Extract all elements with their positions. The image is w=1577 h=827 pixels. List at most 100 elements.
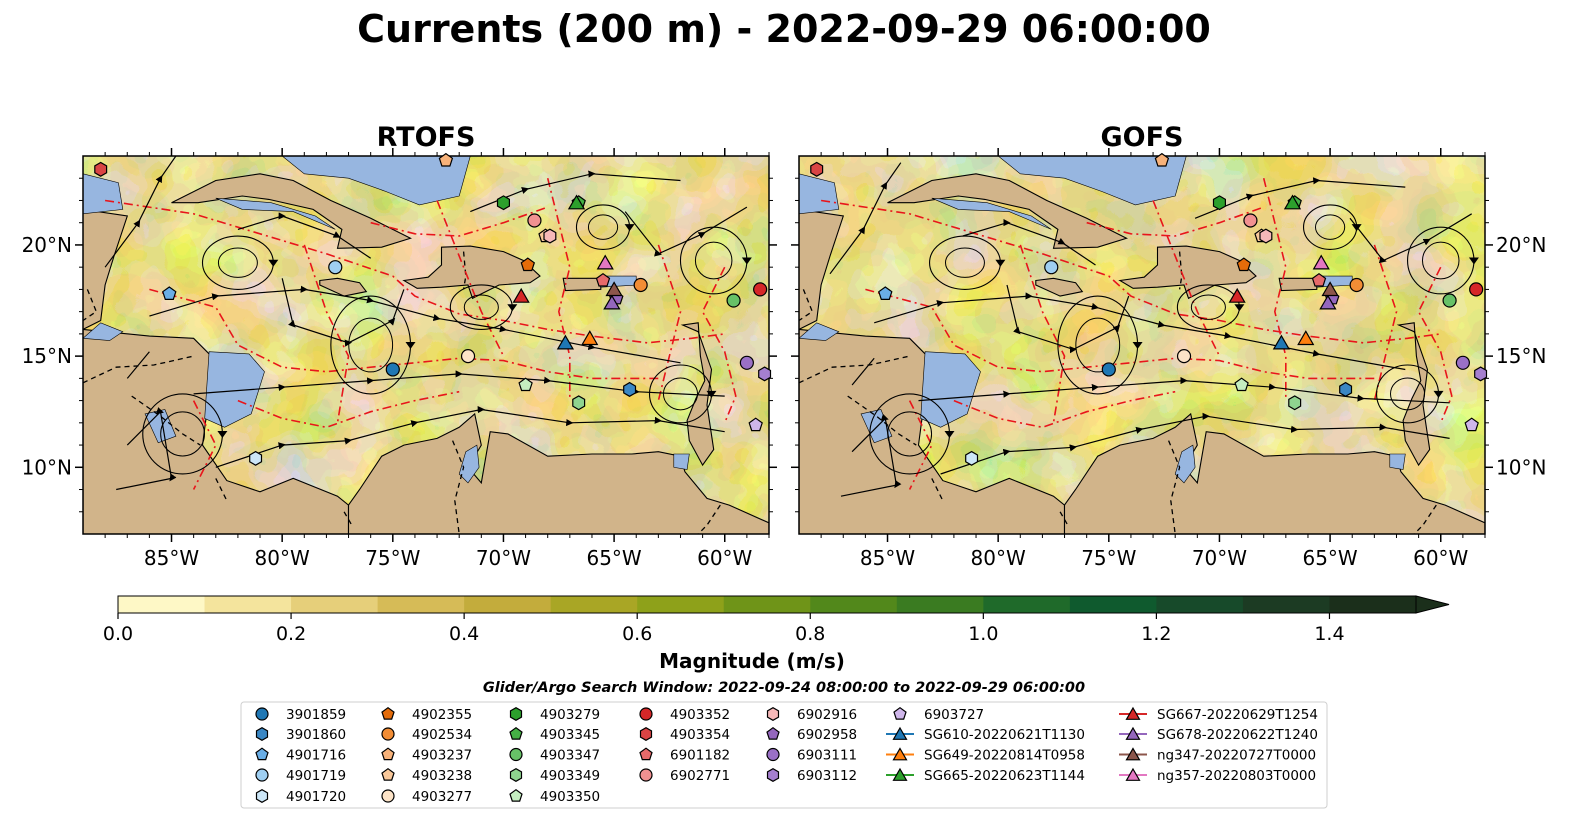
glider-marker [1272, 334, 1291, 350]
legend-entry-label: SG678-20220622T1240 [1157, 727, 1318, 743]
argo-float-marker [162, 286, 177, 300]
legend-glider-marker [1125, 747, 1141, 761]
x-tick-label: 70°W [1192, 546, 1247, 570]
x-tick-label: 85°W [144, 546, 199, 570]
country-border-line [1167, 440, 1181, 534]
y-tick-label: 20°N [22, 233, 72, 257]
legend-entry-label: 4902355 [412, 707, 472, 723]
argo-float-marker [572, 395, 586, 411]
hispaniola-land [1118, 245, 1257, 300]
colorbar-frame [117, 595, 1417, 614]
legend-entry-label: 6902958 [797, 727, 857, 743]
legend-entry-label: SG649-20220814T0958 [924, 748, 1085, 764]
streamline-arrow [507, 304, 518, 312]
lesser-antilles-land [1396, 322, 1431, 467]
argo-float-marker [878, 286, 893, 300]
legend-float-marker [381, 767, 395, 781]
colorbar-segment [1156, 596, 1244, 613]
eez-boundary-line [1086, 206, 1264, 237]
eez-boundary-line [657, 244, 682, 401]
eddy-streamline [348, 317, 394, 373]
argo-float-marker [1455, 355, 1470, 370]
legend: 3901859 3901860 4901716 4901719 4901720 49023… [255, 706, 1318, 805]
eddy-streamline [463, 294, 499, 320]
legend-glider-marker [892, 767, 908, 781]
argo-float-marker [623, 381, 637, 397]
cuba-land [887, 173, 1128, 249]
glider-marker [556, 334, 575, 350]
colorbar-segment [896, 596, 984, 613]
colorbar-tick-label: 0.6 [622, 623, 652, 645]
streamline-arrow [217, 430, 228, 438]
legend-entry-label: 6903727 [924, 707, 984, 723]
glider-marker [1228, 287, 1246, 303]
eddy-streamline [1075, 317, 1121, 373]
current-streamline [918, 377, 1450, 404]
argo-float-marker [633, 277, 648, 293]
legend-float-marker [255, 747, 269, 761]
legend-entry-label: 4903238 [412, 768, 472, 784]
colorbar-tick-label: 0.4 [449, 623, 479, 645]
legend-entry-label: 4903350 [540, 789, 600, 805]
legend-float-marker [639, 747, 653, 761]
argo-float-marker [1176, 349, 1192, 364]
gofs-panel-title: GOFS [1100, 122, 1183, 153]
streamline-arrow [268, 259, 279, 267]
legend-float-marker [639, 768, 653, 782]
argo-float-marker [1154, 152, 1170, 167]
rtofs-panel: RTOFS 85°W 80°W 75°W 70°W 65°W 60°W 10°N 15°N 20… [22, 122, 777, 570]
eddy-streamline [1421, 241, 1460, 280]
argo-float-marker [1311, 272, 1327, 287]
legend-entry-label: 6903111 [797, 748, 857, 764]
x-tick-label: 80°W [971, 546, 1026, 570]
argo-float-marker [518, 377, 533, 392]
legend-entry-label: 4903237 [412, 748, 472, 764]
colorbar-tick-label: 1.0 [968, 623, 998, 645]
legend-entry-label: SG610-20220621T1130 [924, 727, 1085, 743]
gulf-of-honduras-water [799, 322, 840, 341]
legend-float-marker [255, 768, 269, 782]
colorbar-tick-label: 1.4 [1314, 623, 1344, 645]
legend-entry-label: 3901860 [286, 727, 346, 743]
current-streamline [1349, 213, 1473, 264]
search-window-text: Glider/Argo Search Window: 2022-09-24 08… [483, 680, 1085, 696]
eddy-streamline [217, 247, 258, 278]
legend-float-marker [381, 727, 395, 741]
argo-float-marker [460, 349, 476, 364]
central-america-land [799, 156, 845, 534]
glider-marker [1283, 194, 1302, 210]
argo-float-marker [527, 213, 542, 228]
colorbar-segment [291, 596, 379, 613]
colorbar-label: Magnitude (m/s) [659, 649, 845, 673]
bahamas-bank-water [281, 156, 471, 206]
legend-float-marker [509, 726, 523, 740]
country-border-line [451, 440, 465, 534]
argo-float-marker [1101, 362, 1116, 377]
colorbar-segment [983, 596, 1071, 613]
legend-entry-label: 4903279 [540, 707, 600, 723]
argo-float-marker [328, 260, 343, 275]
legend-entry-label: 4903347 [540, 748, 600, 764]
legend-float-marker [255, 789, 269, 803]
eez-boundary-line [1152, 200, 1221, 357]
cuba-land [171, 173, 412, 249]
gulf-of-honduras-water [83, 322, 124, 341]
legend-entry-label: 4901719 [286, 768, 346, 784]
x-tick-label: 85°W [860, 546, 915, 570]
argo-float-marker [1288, 395, 1302, 411]
streamline-arrow [1234, 304, 1245, 312]
colorbar-segment [204, 596, 292, 613]
current-streamline [193, 370, 725, 397]
x-tick-label: 80°W [255, 546, 310, 570]
country-border-line [83, 355, 194, 384]
argo-float-marker [595, 272, 611, 287]
colorbar-segment [1329, 596, 1417, 613]
y-tick-label: 15°N [1496, 344, 1546, 368]
current-streamline [940, 412, 1450, 475]
legend-entry-label: 6903112 [797, 768, 857, 784]
argo-float-marker [726, 293, 741, 308]
gofs-panel: GOFS 85°W 80°W 75°W 70°W 65°W 60°W 10°N 15°N 20°… [791, 122, 1546, 570]
legend-float-marker [381, 706, 395, 720]
legend-float-marker [893, 706, 907, 720]
